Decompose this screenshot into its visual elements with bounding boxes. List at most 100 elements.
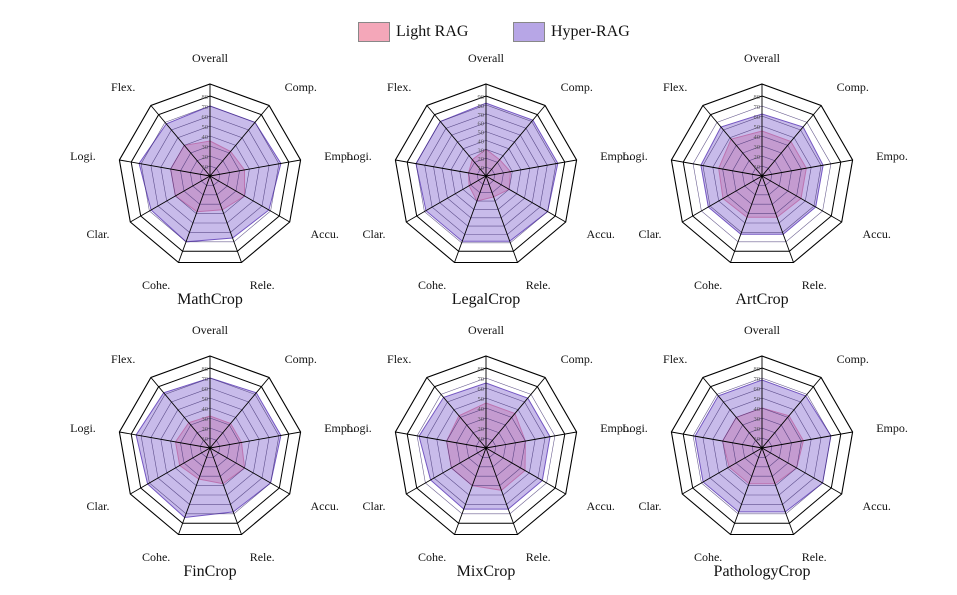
radar-grid-ring [456, 417, 516, 477]
radar-spoke [761, 377, 822, 449]
radar-grid-ring [441, 131, 531, 219]
radar-grid-ring [415, 104, 557, 244]
radar-tick-label: 20 [754, 426, 761, 433]
radar-spoke [730, 175, 763, 263]
radar-axis-label-comp: Comp. [561, 80, 593, 94]
radar-spoke [395, 159, 487, 177]
radar-spoke [150, 377, 211, 449]
radar-spoke [485, 447, 518, 535]
radar-spoke [406, 175, 487, 223]
radar-grid-ring [199, 165, 221, 186]
legend-item-hyper-rag: Hyper-RAG [513, 22, 630, 42]
radar-spoke [209, 447, 290, 495]
radar-outer-frame [118, 355, 302, 536]
radar-tick-label: 80 [754, 94, 761, 101]
radar-axis-label-accu: Accu. [311, 227, 339, 241]
radar-grid-ring [682, 95, 842, 252]
radar-grid-ring [433, 122, 539, 227]
radar-axis-label-overall: Overall [192, 51, 229, 65]
radar-tick-label: 70 [202, 376, 209, 383]
radar-tick-label: 30 [478, 147, 485, 154]
radar-tick-label: 40 [478, 406, 485, 413]
radar-axis-label-empo: Empo. [876, 149, 908, 163]
radar-spoke [209, 377, 270, 449]
radar-grid-ring [130, 95, 290, 252]
radar-grid-ring [170, 407, 250, 486]
radar-grid-ring [702, 387, 822, 505]
radar-chart-fincrop: 10 20 30 40 50 60 70 80 Overall Comp. Empo. Accu. Re… [70, 323, 356, 580]
radar-grid-ring [406, 367, 566, 524]
radar-grid-ring [150, 387, 270, 505]
radar-spoke [454, 175, 487, 263]
radar-tick-label: 30 [202, 144, 209, 151]
radar-spoke [178, 447, 211, 535]
radar-grid-ring [751, 437, 773, 458]
radar-grid-ring [741, 155, 783, 196]
radar-spoke [209, 175, 242, 263]
radar-tick-label: 40 [202, 406, 209, 413]
radar-spoke [119, 431, 211, 449]
radar-spoke [761, 175, 842, 223]
radar-axis-label-flex: Flex. [387, 80, 411, 94]
radar-tick-label: 50 [202, 396, 209, 403]
radar-axis-label-flex: Flex. [387, 352, 411, 366]
radar-axis-label-logi: Logi. [346, 149, 372, 163]
radar-tick-label: 80 [202, 94, 209, 101]
radar-grid-ring [436, 397, 536, 496]
radar-grid-ring [189, 155, 231, 196]
radar-spoke [682, 175, 763, 223]
radar-tick-label: 70 [754, 104, 761, 111]
radar-axis-label-overall: Overall [468, 323, 505, 337]
radar-axis-label-logi: Logi. [622, 149, 648, 163]
radar-grid-ring [468, 157, 504, 193]
radar-tick-label: 70 [754, 376, 761, 383]
radar-axis-label-flex: Flex. [663, 352, 687, 366]
radar-axis-label-empo: Empo. [324, 421, 356, 435]
radar-axis-label-rele: Rele. [250, 278, 275, 292]
radar-grid-ring [741, 427, 783, 468]
radar-tick-label: 20 [754, 154, 761, 161]
legend-swatch-hyper-rag [513, 22, 545, 42]
radar-grid-ring [426, 387, 546, 505]
radar-axis-label-comp: Comp. [285, 352, 317, 366]
radar-spoke [426, 105, 487, 177]
radar-tick-label: 10 [202, 164, 209, 171]
radar-grid-ring [712, 397, 812, 496]
legend: Light RAG Hyper-RAG [0, 22, 957, 48]
radar-grid-ring [476, 166, 496, 185]
radar-axis-label-rele: Rele. [526, 278, 551, 292]
radar-axis-label-flex: Flex. [111, 352, 135, 366]
radar-spoke [761, 159, 853, 177]
radar-spoke [209, 447, 242, 535]
radar-tick-label: 20 [478, 426, 485, 433]
legend-label-light-rag: Light RAG [396, 23, 469, 40]
radar-axis-label-overall: Overall [744, 51, 781, 65]
radar-grid-ring [732, 145, 792, 205]
radar-axis-label-logi: Logi. [622, 421, 648, 435]
radar-tick-label: 10 [478, 436, 485, 443]
radar-axis-label-cohe: Cohe. [694, 278, 722, 292]
radar-grid-ring [189, 427, 231, 468]
radar-spoke [761, 447, 842, 495]
radar-series-hyper-rag [694, 379, 832, 513]
radar-spoke [150, 105, 211, 177]
legend-label-hyper-rag: Hyper-RAG [551, 23, 630, 40]
radar-tick-label: 40 [754, 134, 761, 141]
radar-axis-label-empo: Empo. [324, 149, 356, 163]
radar-axis-label-accu: Accu. [863, 499, 891, 513]
radar-tick-label: 80 [478, 103, 485, 110]
radar-axis-label-empo: Empo. [600, 149, 632, 163]
radar-axis-label-rele: Rele. [802, 550, 827, 564]
radar-grid-ring [722, 135, 802, 214]
radar-axis-label-flex: Flex. [111, 80, 135, 94]
radar-chart-title: PathologyCrop [714, 563, 811, 580]
radar-chart-title: LegalCrop [452, 291, 520, 308]
radar-outer-frame [394, 83, 578, 264]
radar-tick-label: 50 [478, 130, 485, 137]
radar-axis-label-logi: Logi. [346, 421, 372, 435]
radar-chart-mathcrop: 10 20 30 40 50 60 70 80 Overall Comp. Empo. Accu. Re… [70, 51, 356, 308]
radar-spoke [209, 175, 290, 223]
radar-outer-frame [670, 83, 854, 264]
